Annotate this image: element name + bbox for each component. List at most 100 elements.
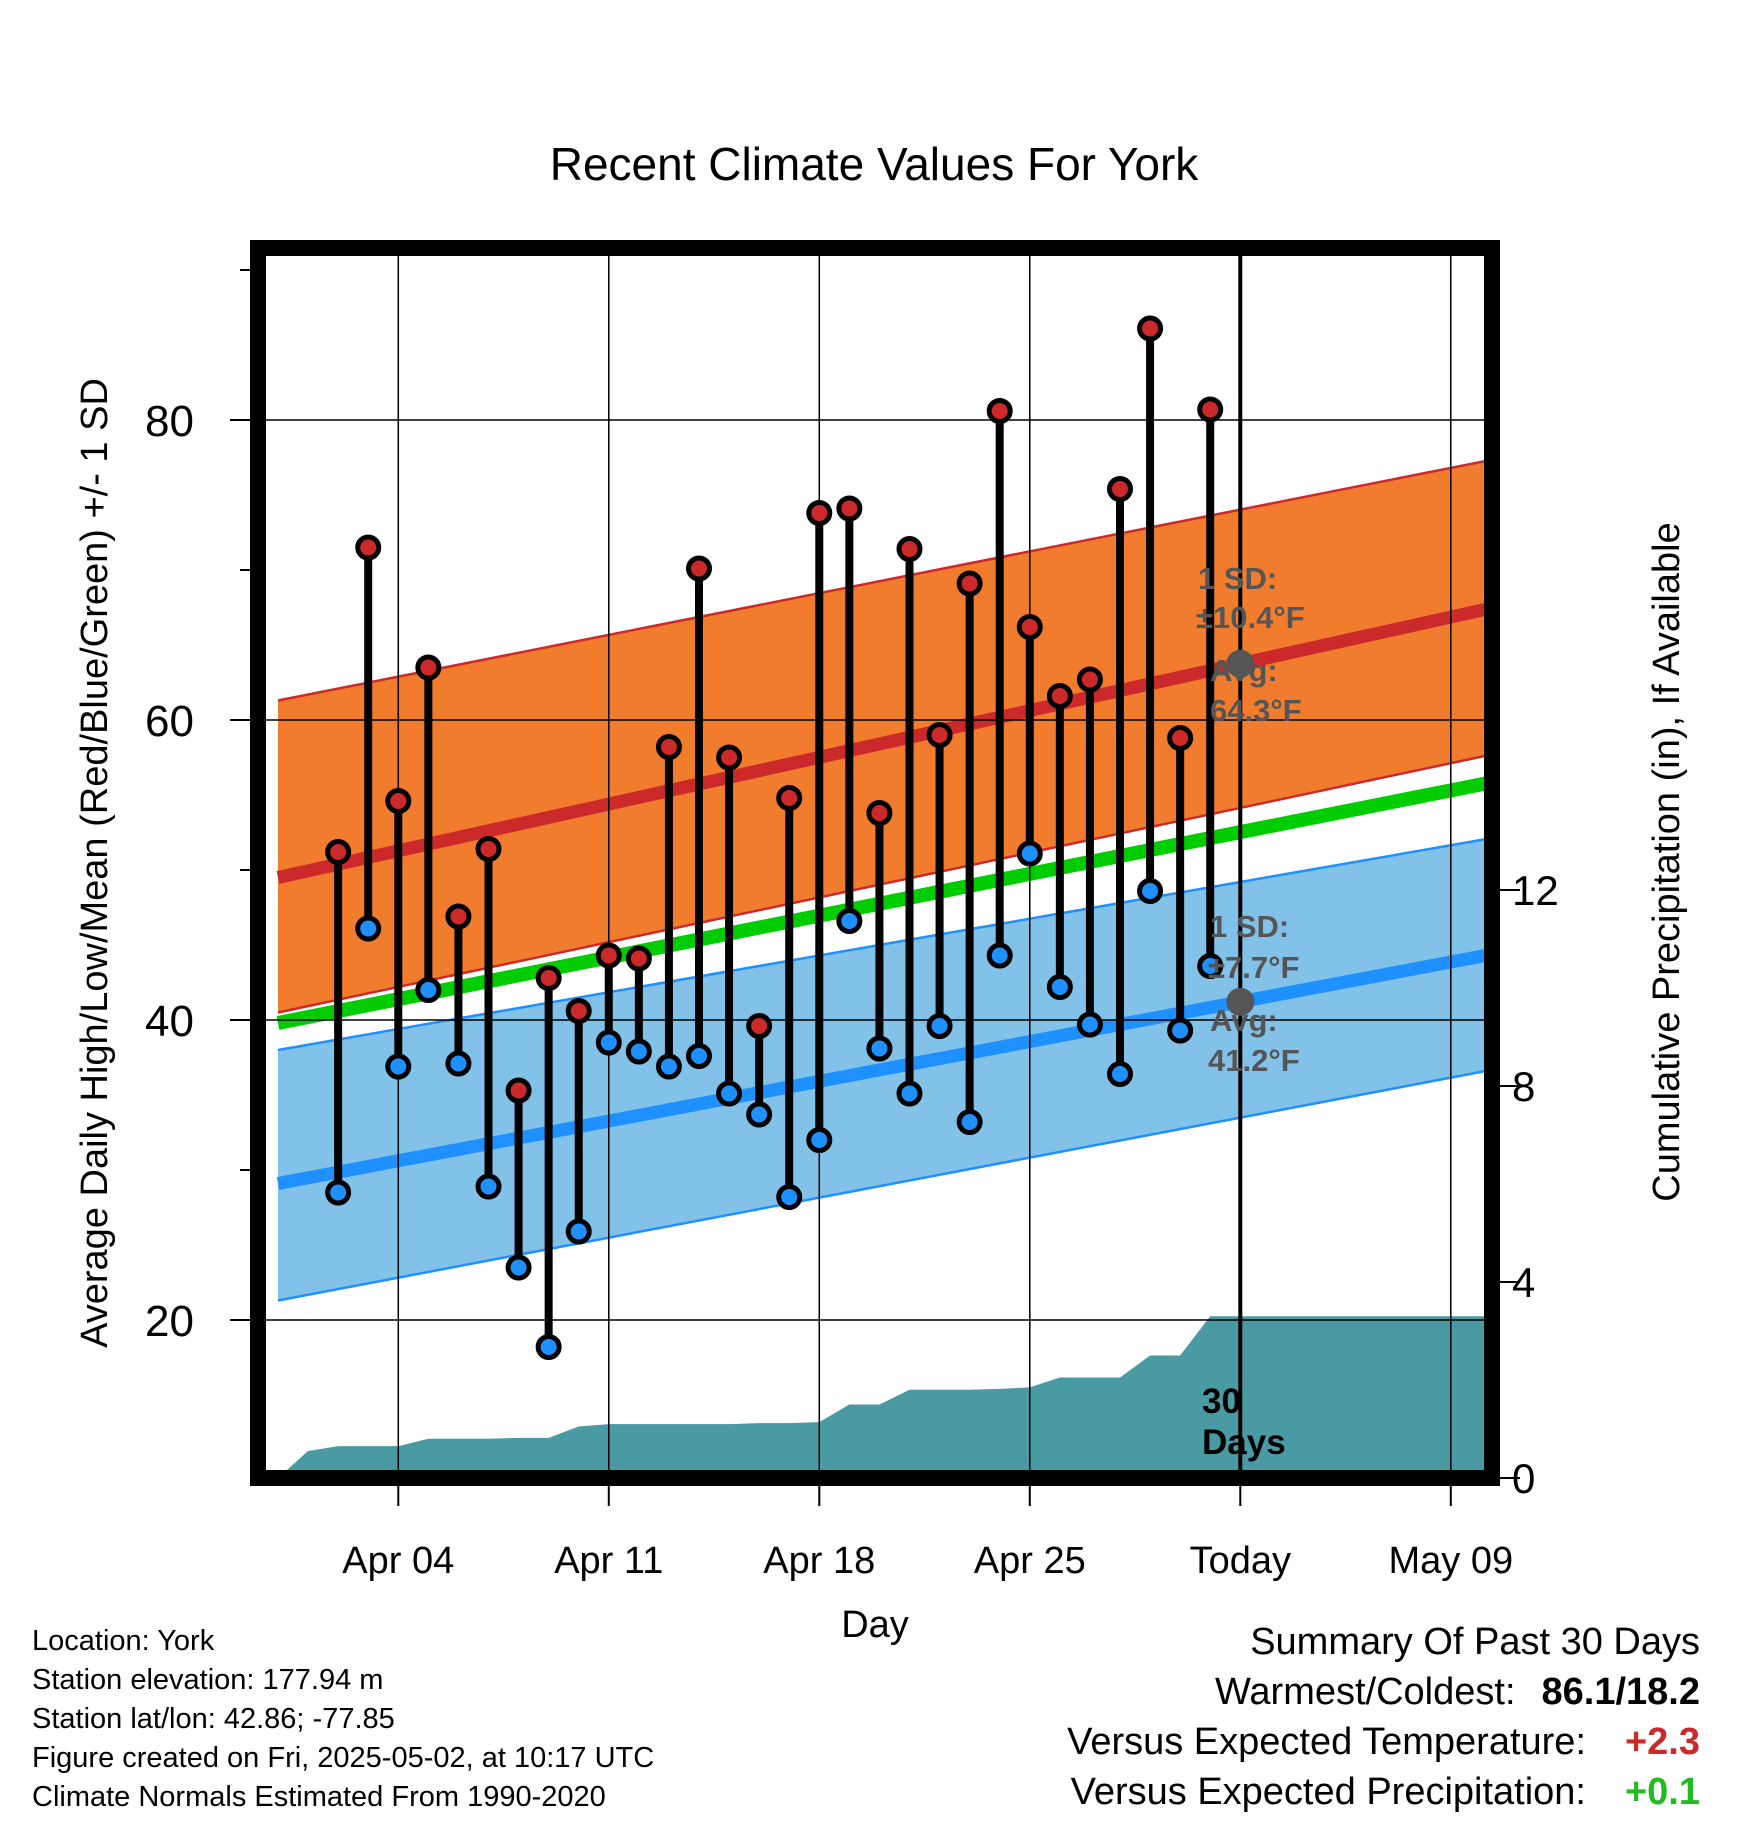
normals-text: Climate Normals Estimated From 1990-2020 — [32, 1781, 606, 1813]
precip-anomaly-label: Versus Expected Precipitation: — [1070, 1771, 1586, 1813]
high-point — [655, 734, 682, 760]
high-point — [746, 1013, 773, 1039]
high-point — [625, 945, 652, 972]
low-point — [1107, 1061, 1133, 1087]
low-point — [325, 1179, 352, 1206]
low-point — [385, 1053, 412, 1080]
period-label-number: 30 — [1202, 1382, 1241, 1421]
low-point — [415, 977, 442, 1003]
low-point — [866, 1035, 893, 1062]
high-point — [986, 398, 1013, 424]
low-point — [956, 1109, 983, 1135]
latlon-text: Station lat/lon: 42.86; -77.85 — [32, 1703, 395, 1735]
x-tick-label: Apr 25 — [974, 1540, 1086, 1582]
low-avg-title: Avg: — [1210, 1003, 1278, 1038]
y2-tick-label: 12 — [1512, 867, 1559, 914]
high-point — [355, 534, 382, 561]
high-point — [565, 998, 592, 1024]
y2-tick-label: 4 — [1512, 1259, 1535, 1306]
high-point — [1016, 614, 1043, 640]
high-point — [415, 654, 442, 681]
location-text: Location: York — [32, 1625, 215, 1657]
y-axis-label: Average Daily High/Low/Mean (Red/Blue/Gr… — [74, 378, 116, 1348]
low-point — [595, 1029, 622, 1056]
low-sd-value: ±7.7°F — [1208, 950, 1299, 985]
low-point — [686, 1043, 712, 1069]
high-point — [1167, 725, 1194, 751]
low-point — [625, 1038, 652, 1065]
low-point — [1197, 953, 1224, 979]
warmest-coldest-label: Warmest/Coldest: — [1214, 1671, 1516, 1713]
low-point — [505, 1254, 532, 1281]
low-point — [1167, 1017, 1194, 1044]
high-point — [716, 744, 743, 771]
high-point — [535, 965, 562, 991]
low-sd-title: 1 SD: — [1210, 909, 1289, 944]
low-point — [445, 1050, 472, 1077]
temp-anomaly-value: +2.3 — [1624, 1721, 1700, 1763]
low-point — [655, 1053, 682, 1080]
high-point — [325, 839, 352, 865]
high-point — [505, 1077, 532, 1104]
high-sd-value: ±10.4°F — [1196, 600, 1305, 635]
low-point — [1016, 840, 1043, 867]
temp-anomaly-label: Versus Expected Temperature: — [1067, 1721, 1586, 1763]
y-tick-label: 80 — [145, 397, 194, 446]
temp-anomaly-row: Versus Expected Temperature: +2.3 — [1067, 1717, 1700, 1767]
low-point — [1076, 1011, 1103, 1038]
high-point — [806, 500, 833, 526]
low-point — [836, 908, 863, 934]
station-info: Location: York Station elevation: 177.94… — [32, 1622, 654, 1817]
high-today-normal-dot — [1226, 649, 1255, 678]
high-point — [776, 785, 803, 811]
low-point — [355, 915, 382, 942]
low-point — [1046, 974, 1073, 1000]
y2-axis-label: Cumulative Precipitation (in), If Availa… — [1646, 522, 1688, 1201]
created-text: Figure created on Fri, 2025-05-02, at 10… — [32, 1742, 655, 1774]
low-point — [1137, 878, 1164, 904]
x-tick-label: Today — [1190, 1540, 1291, 1582]
summary-panel: Summary Of Past 30 Days Warmest/Coldest:… — [1067, 1617, 1700, 1817]
y-tick-label: 20 — [145, 1297, 194, 1346]
elevation-text: Station elevation: 177.94 m — [32, 1664, 384, 1696]
y2-tick-label: 8 — [1512, 1063, 1535, 1110]
high-point — [836, 495, 863, 522]
x-tick-label: Apr 18 — [763, 1540, 875, 1582]
high-point — [595, 942, 622, 969]
low-point — [986, 942, 1013, 969]
low-sd-band-lower-edge — [277, 1068, 1492, 1302]
high-point — [686, 555, 712, 582]
high-point — [475, 836, 502, 862]
high-point — [1137, 315, 1164, 342]
high-point — [1107, 476, 1133, 502]
high-point — [385, 788, 412, 814]
y-tick-label: 60 — [145, 697, 194, 746]
y-tick-label: 40 — [145, 997, 194, 1046]
low-point — [896, 1080, 923, 1107]
low-point — [565, 1218, 592, 1245]
precip-anomaly-value: +0.1 — [1624, 1771, 1700, 1813]
high-point — [445, 903, 472, 930]
low-point — [776, 1184, 803, 1210]
summary-title: Summary Of Past 30 Days — [1250, 1621, 1700, 1663]
high-point — [956, 570, 983, 597]
precip-anomaly-row: Versus Expected Precipitation: +0.1 — [1067, 1767, 1700, 1817]
low-point — [535, 1334, 562, 1360]
high-avg-value: 64.3°F — [1210, 693, 1302, 728]
chart-title: Recent Climate Values For York — [550, 138, 1200, 190]
precipitation-area — [278, 1316, 1492, 1478]
low-point — [746, 1101, 773, 1128]
warmest-coldest-value: 86.1/18.2 — [1541, 1671, 1700, 1713]
period-label-unit: Days — [1202, 1423, 1286, 1462]
x-axis-label: Day — [841, 1604, 909, 1646]
low-avg-value: 41.2°F — [1208, 1043, 1300, 1078]
low-point — [716, 1080, 743, 1107]
high-sd-title: 1 SD: — [1198, 561, 1277, 596]
high-point — [1076, 666, 1103, 693]
high-point — [896, 536, 923, 562]
x-tick-label: May 09 — [1388, 1540, 1513, 1582]
low-point — [475, 1173, 502, 1200]
plot-area — [258, 248, 1492, 1478]
x-tick-label: Apr 04 — [342, 1540, 454, 1582]
